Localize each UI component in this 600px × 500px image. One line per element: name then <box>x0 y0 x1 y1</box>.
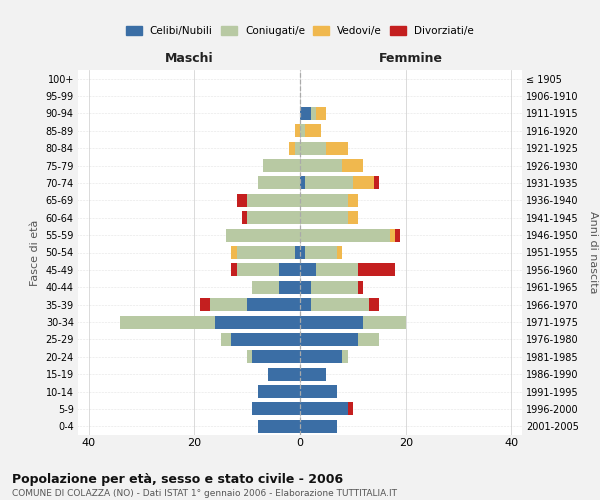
Bar <box>268 368 300 380</box>
Bar <box>200 298 210 311</box>
Bar <box>337 246 342 259</box>
Bar <box>300 211 347 224</box>
Bar <box>295 142 300 154</box>
Bar <box>258 176 300 190</box>
Bar <box>258 385 300 398</box>
Bar <box>221 333 231 346</box>
Bar <box>253 280 279 294</box>
Bar <box>364 316 406 328</box>
Bar <box>358 280 364 294</box>
Bar <box>253 350 300 364</box>
Bar <box>300 350 342 364</box>
Bar <box>395 228 400 241</box>
Bar <box>247 211 300 224</box>
Bar <box>120 316 215 328</box>
Bar <box>347 211 358 224</box>
Bar <box>210 298 247 311</box>
Bar <box>300 420 337 433</box>
Bar <box>279 264 300 276</box>
Bar <box>305 124 321 138</box>
Bar <box>300 142 326 154</box>
Bar <box>242 211 247 224</box>
Bar <box>295 124 300 138</box>
Bar <box>342 350 347 364</box>
Bar <box>279 280 300 294</box>
Text: Popolazione per età, sesso e stato civile - 2006: Popolazione per età, sesso e stato civil… <box>12 472 343 486</box>
Bar <box>300 264 316 276</box>
Bar <box>247 194 300 207</box>
Bar <box>247 298 300 311</box>
Bar <box>236 246 295 259</box>
Bar <box>369 298 379 311</box>
Bar <box>353 176 374 190</box>
Bar <box>300 159 342 172</box>
Bar <box>253 402 300 415</box>
Bar <box>258 420 300 433</box>
Bar <box>347 194 358 207</box>
Bar <box>226 228 300 241</box>
Bar <box>305 246 337 259</box>
Bar <box>300 298 311 311</box>
Bar <box>342 159 364 172</box>
Bar <box>300 124 305 138</box>
Bar <box>231 333 300 346</box>
Bar <box>311 280 358 294</box>
Y-axis label: Anni di nascita: Anni di nascita <box>589 211 598 294</box>
Bar <box>236 194 247 207</box>
Bar <box>300 246 305 259</box>
Bar <box>236 264 279 276</box>
Bar <box>300 316 364 328</box>
Bar <box>215 316 300 328</box>
Bar <box>300 333 358 346</box>
Bar <box>316 264 358 276</box>
Bar <box>305 176 353 190</box>
Bar <box>358 264 395 276</box>
Bar <box>311 107 316 120</box>
Legend: Celibi/Nubili, Coniugati/e, Vedovi/e, Divorziati/e: Celibi/Nubili, Coniugati/e, Vedovi/e, Di… <box>124 24 476 38</box>
Bar <box>390 228 395 241</box>
Bar <box>374 176 379 190</box>
Bar <box>300 280 311 294</box>
Bar <box>358 333 379 346</box>
Bar <box>347 402 353 415</box>
Text: Femmine: Femmine <box>379 52 443 65</box>
Bar <box>300 385 337 398</box>
Bar <box>289 142 295 154</box>
Bar <box>300 228 390 241</box>
Bar <box>300 402 347 415</box>
Bar <box>300 176 305 190</box>
Bar <box>295 246 300 259</box>
Bar <box>316 107 326 120</box>
Bar <box>311 298 369 311</box>
Bar <box>247 350 253 364</box>
Text: Maschi: Maschi <box>164 52 214 65</box>
Text: COMUNE DI COLAZZA (NO) - Dati ISTAT 1° gennaio 2006 - Elaborazione TUTTITALIA.IT: COMUNE DI COLAZZA (NO) - Dati ISTAT 1° g… <box>12 489 397 498</box>
Bar <box>300 107 311 120</box>
Bar <box>231 246 236 259</box>
Y-axis label: Fasce di età: Fasce di età <box>30 220 40 286</box>
Bar <box>326 142 347 154</box>
Bar <box>263 159 300 172</box>
Bar <box>300 194 347 207</box>
Bar <box>300 368 326 380</box>
Bar <box>231 264 236 276</box>
